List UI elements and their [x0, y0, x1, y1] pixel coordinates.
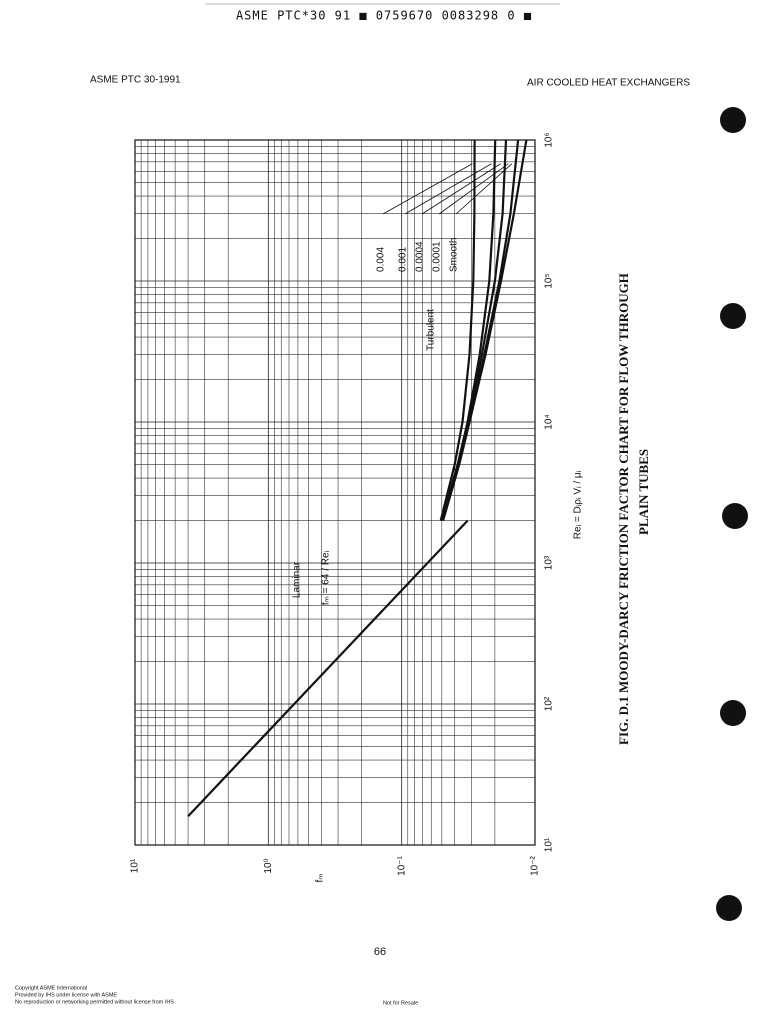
y-tick-label: 10⁻¹ [396, 855, 407, 875]
y-tick-label: 10¹ [130, 858, 141, 873]
series-label: Laminar [292, 561, 303, 598]
leader-line [421, 163, 501, 215]
footer-resale: Not for Resale [383, 1000, 418, 1006]
hole [716, 895, 742, 921]
chart: 10¹ 10² 10³ 10⁴ 10⁵ 10⁶ 10¹ 10⁰ 10⁻¹ 10⁻² Reᵢ = Dᵢ… [130, 132, 584, 882]
footer-copyright: Copyright ASME International [15, 985, 87, 991]
x-tick-label: 10² [544, 696, 555, 711]
y-tick-label: 10⁰ [263, 858, 274, 873]
x-tick-label: 10¹ [544, 837, 555, 852]
x-tick-label: 10³ [544, 555, 555, 570]
series-label: 0.001 [398, 247, 409, 272]
document-code: ASME PTC*30 91 ■ 0759670 0083298 0 ■ [236, 9, 532, 23]
hole [720, 107, 746, 133]
hole [720, 303, 746, 329]
x-axis-label: Reᵢ = Dᵢρᵢ Vᵢ / μᵢ [573, 470, 584, 539]
hole [720, 700, 746, 726]
curve [440, 139, 497, 521]
series-label: Smooth [449, 238, 460, 272]
footer-license: Provided by IHS under license with ASME [15, 992, 117, 998]
leader-line [382, 163, 473, 215]
leader-line [438, 163, 509, 215]
series-label: 0.0001 [432, 241, 443, 272]
turbulent-label: Turbulent [426, 309, 437, 351]
y-axis-label: fₘ [315, 873, 326, 882]
page-number: 66 [374, 946, 386, 958]
footer-restriction: No reproduction or networking permitted … [15, 999, 174, 1005]
leader-line [404, 163, 492, 215]
series-label: 0.0004 [415, 241, 426, 272]
x-tick-label: 10⁶ [544, 132, 555, 147]
curve [441, 139, 520, 521]
y-tick-label: 10⁻² [530, 855, 541, 875]
series-label: 0.004 [376, 247, 387, 272]
curve [187, 519, 469, 817]
figure-title: FIG. D.1 MOODY-DARCY FRICTION FACTOR CHA… [616, 273, 631, 745]
running-head-right: AIR COOLED HEAT EXCHANGERS [527, 78, 690, 89]
curve [439, 139, 476, 521]
hole [722, 503, 748, 529]
binder-holes [716, 107, 748, 921]
plot-frame [134, 139, 536, 846]
figure-subtitle: PLAIN TUBES [636, 449, 651, 535]
leader-line [455, 163, 513, 215]
x-tick-label: 10⁵ [544, 273, 555, 288]
x-tick-label: 10⁴ [544, 414, 555, 429]
running-head-left: ASME PTC 30-1991 [90, 75, 181, 86]
laminar-formula: fₘ = 64 / Reᵢ [321, 550, 332, 605]
